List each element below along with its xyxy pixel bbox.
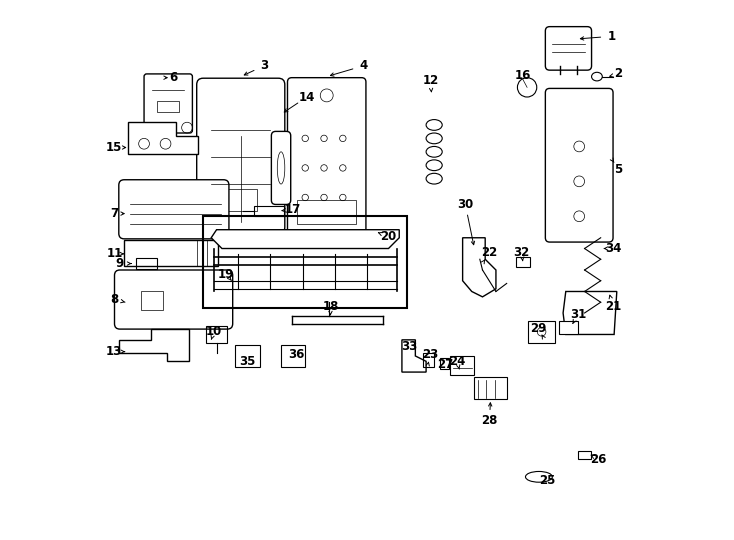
Text: 35: 35 — [239, 355, 256, 368]
FancyBboxPatch shape — [197, 78, 285, 233]
Text: 16: 16 — [515, 69, 531, 82]
FancyBboxPatch shape — [124, 240, 218, 266]
Text: 28: 28 — [482, 414, 498, 427]
Text: 3: 3 — [260, 59, 268, 72]
Text: 2: 2 — [614, 68, 622, 80]
Polygon shape — [462, 238, 496, 297]
Text: 29: 29 — [530, 321, 546, 334]
Text: 12: 12 — [422, 75, 438, 87]
FancyBboxPatch shape — [115, 270, 233, 329]
Ellipse shape — [526, 471, 553, 482]
Text: 4: 4 — [359, 59, 367, 72]
Text: 15: 15 — [105, 141, 122, 154]
Bar — [203, 217, 407, 308]
FancyBboxPatch shape — [545, 89, 613, 242]
Text: 22: 22 — [482, 246, 498, 259]
Text: 36: 36 — [288, 348, 305, 361]
Text: 17: 17 — [285, 204, 301, 217]
Text: 8: 8 — [110, 293, 119, 306]
Text: 7: 7 — [110, 207, 119, 220]
Text: 10: 10 — [206, 325, 222, 338]
FancyBboxPatch shape — [288, 78, 366, 234]
Text: 30: 30 — [457, 198, 473, 211]
FancyBboxPatch shape — [528, 321, 555, 342]
Polygon shape — [402, 340, 426, 372]
FancyBboxPatch shape — [545, 26, 592, 70]
Text: 6: 6 — [170, 71, 178, 84]
Text: 1: 1 — [607, 30, 616, 43]
Text: 20: 20 — [380, 230, 396, 243]
Polygon shape — [211, 230, 399, 248]
Text: 31: 31 — [570, 308, 586, 321]
FancyBboxPatch shape — [559, 321, 578, 334]
Text: 18: 18 — [322, 300, 338, 313]
Text: 26: 26 — [590, 453, 606, 465]
Text: 32: 32 — [514, 246, 530, 259]
Text: 11: 11 — [106, 247, 123, 260]
FancyBboxPatch shape — [119, 180, 229, 239]
Text: 19: 19 — [218, 268, 234, 281]
Text: 21: 21 — [605, 300, 621, 313]
Polygon shape — [119, 329, 189, 361]
Polygon shape — [128, 122, 197, 154]
Text: 27: 27 — [437, 357, 453, 370]
Text: 34: 34 — [605, 242, 621, 255]
FancyBboxPatch shape — [272, 131, 291, 205]
Text: 33: 33 — [401, 340, 417, 353]
FancyBboxPatch shape — [144, 74, 192, 133]
Polygon shape — [563, 292, 617, 334]
Text: 23: 23 — [422, 348, 438, 361]
Text: 24: 24 — [449, 355, 465, 368]
Text: 5: 5 — [614, 163, 622, 176]
Text: 14: 14 — [299, 91, 315, 104]
Text: 25: 25 — [539, 474, 555, 487]
Text: 9: 9 — [116, 257, 124, 270]
Text: 13: 13 — [105, 345, 122, 358]
